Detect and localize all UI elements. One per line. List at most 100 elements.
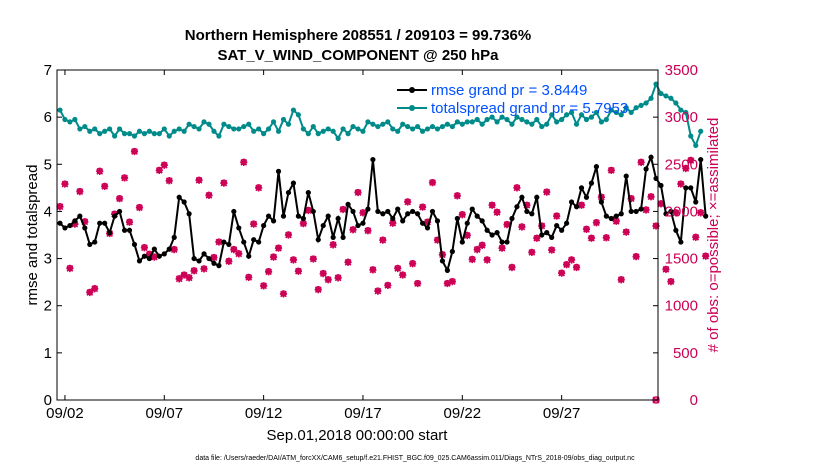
rmse-point [385, 208, 391, 215]
x-tick-label: 09/02 [46, 405, 84, 422]
totalspread-point [166, 133, 172, 139]
rmse-point [305, 189, 311, 196]
rmse-point [196, 258, 202, 264]
obs-assimilated-point [647, 193, 655, 201]
obs-assimilated-point [577, 201, 586, 209]
totalspread-point [603, 116, 609, 123]
rmse-point [633, 208, 639, 215]
obs-assimilated-point [548, 246, 556, 254]
obs-assimilated-point [443, 279, 452, 288]
y-tick-label: 2 [44, 298, 52, 315]
totalspread-point [97, 131, 103, 137]
obs-assimilated-point [81, 218, 89, 226]
totalspread-point [514, 114, 520, 120]
totalspread-point [698, 128, 704, 134]
rmse-point [578, 185, 585, 191]
rmse-point [380, 211, 386, 217]
rmse-point [573, 204, 580, 210]
y2-tick-label: 500 [673, 345, 698, 362]
y2-tick-label: 1000 [665, 298, 698, 315]
totalspread-point [454, 119, 460, 125]
rmse-point [340, 234, 346, 240]
obs-assimilated-point [567, 256, 576, 264]
obs-assimilated-point [394, 264, 402, 273]
totalspread-point [67, 119, 73, 125]
obs-assimilated-point [240, 158, 248, 166]
obs-assimilated-point [642, 206, 650, 214]
y2-tick-label: 3000 [665, 109, 698, 126]
rmse-point [514, 204, 520, 210]
rmse-point [390, 215, 396, 222]
rmse-point [171, 234, 177, 240]
totalspread-point [633, 105, 639, 111]
totalspread-point [350, 123, 356, 130]
totalspread-point [196, 126, 202, 132]
obs-assimilated-point [319, 270, 327, 278]
rmse-point [280, 213, 287, 219]
rmse-point [588, 180, 595, 186]
rmse-point [191, 255, 197, 262]
x-tick-label: 09/12 [245, 405, 283, 422]
rmse-point [201, 251, 207, 257]
totalspread-point [335, 135, 341, 141]
rmse-point [683, 185, 689, 191]
obs-assimilated-point [115, 195, 124, 203]
rmse-point [126, 227, 133, 233]
rmse-point [315, 237, 321, 243]
rmse-point [216, 263, 222, 269]
obs-assimilated-point [453, 192, 461, 200]
obs-assimilated-point [404, 198, 412, 206]
obs-assimilated-point [91, 285, 99, 293]
y-tick-label: 1 [44, 345, 52, 362]
totalspread-point [419, 128, 426, 134]
totalspread-point [226, 123, 232, 130]
obs-assimilated-point [299, 220, 307, 228]
totalspread-point [365, 119, 371, 125]
totalspread-point [658, 90, 664, 97]
y2-tick-label: 3500 [665, 62, 698, 79]
rmse-point [499, 239, 505, 245]
totalspread-point [554, 119, 560, 125]
obs-assimilated-point [71, 220, 79, 228]
rmse-point [678, 239, 684, 245]
totalspread-point [439, 123, 446, 130]
obs-assimilated-point [101, 182, 109, 191]
totalspread-point [300, 126, 306, 132]
rmse-point [529, 211, 535, 217]
totalspread-point [156, 131, 162, 137]
totalspread-point [494, 119, 500, 125]
obs-assimilated-point [423, 218, 432, 226]
chart-title-line1: Northern Hemisphere 208551 / 209103 = 99… [185, 27, 531, 44]
totalspread-point [216, 133, 222, 139]
obs-assimilated-point [473, 246, 481, 254]
rmse-point [62, 225, 68, 231]
obs-assimilated-point [155, 166, 163, 175]
totalspread-point [643, 100, 649, 106]
rmse-point [688, 185, 694, 191]
rmse-point [236, 225, 242, 231]
obs-assimilated-point [518, 223, 526, 231]
totalspread-point [583, 116, 590, 123]
totalspread-point [280, 116, 287, 123]
rmse-point [564, 220, 570, 226]
obs-assimilated-point [170, 246, 178, 254]
totalspread-point [449, 123, 455, 130]
totalspread-point [638, 102, 644, 108]
obs-assimilated-point [230, 246, 238, 254]
rmse-point [295, 213, 301, 219]
totalspread-point [509, 121, 515, 127]
totalspread-point [648, 95, 654, 101]
totalspread-point [385, 119, 391, 125]
rmse-point [310, 208, 316, 215]
totalspread-point [400, 121, 406, 127]
rmse-point [638, 206, 644, 212]
obs-assimilated-point [289, 256, 298, 264]
totalspread-point [693, 142, 699, 149]
obs-assimilated-point [284, 231, 293, 239]
totalspread-point [613, 109, 619, 116]
rmse-point [504, 239, 510, 245]
rmse-point [405, 211, 411, 217]
obs-assimilated-point [498, 244, 506, 252]
obs-assimilated-point [553, 212, 561, 220]
x-tick-label: 09/22 [444, 405, 482, 422]
